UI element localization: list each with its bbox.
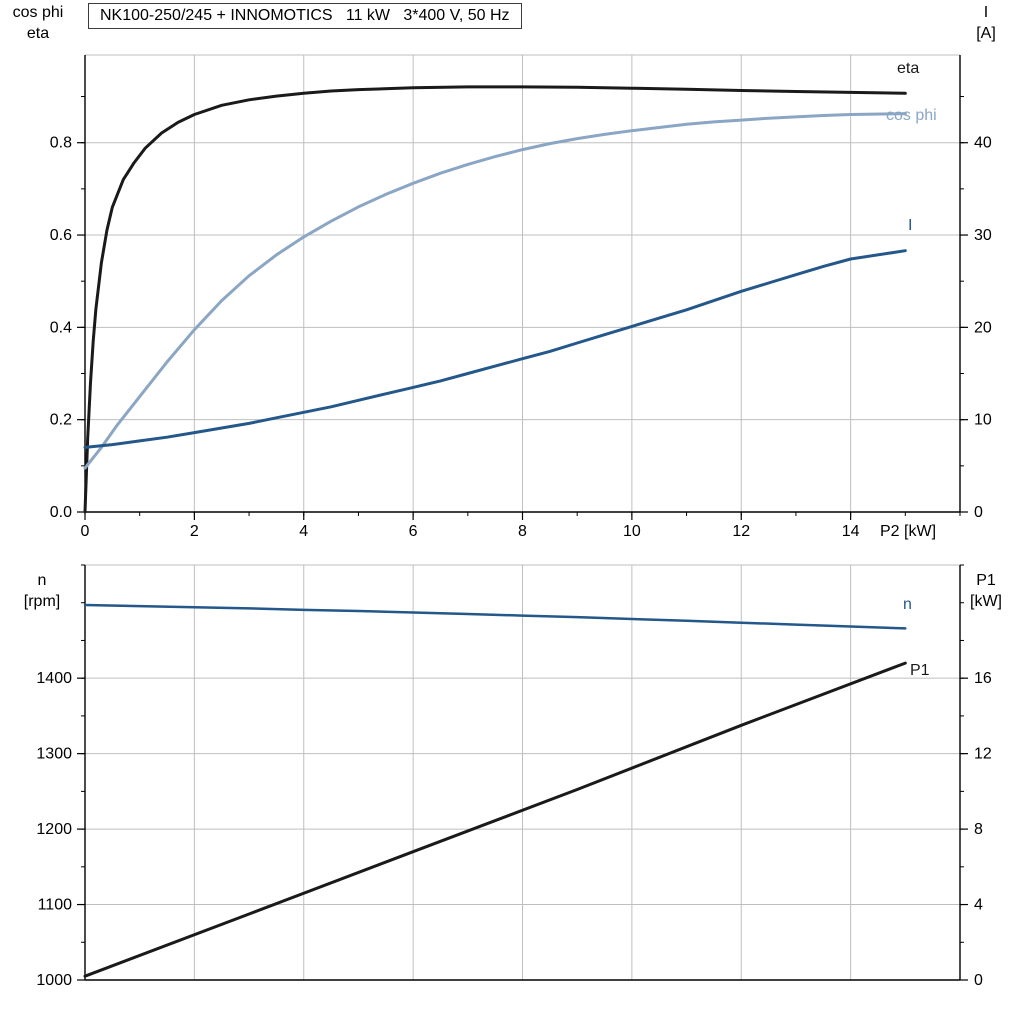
axis-title-cosphi: cos phi [12, 4, 64, 21]
y-left-tick-label: 0.2 [50, 412, 72, 429]
x-tick-label: 14 [842, 523, 860, 540]
curve-label-current: I [908, 217, 913, 234]
axis-title-eta: eta [26, 25, 50, 42]
y-right-tick-label: 40 [974, 135, 992, 152]
y-right-tick-label: 8 [974, 821, 983, 838]
x-tick-label: 4 [299, 523, 308, 540]
y-right-tick-label: 20 [974, 319, 992, 336]
axis-title-n: n [37, 572, 47, 589]
axis-title-input-power: P1 [kW] [952, 570, 1020, 612]
y-left-tick-label: 1200 [36, 821, 72, 838]
curve-label-eta: eta [897, 60, 920, 77]
chart-title: NK100-250/245 + INNOMOTICS 11 kW 3*400 V… [88, 3, 522, 29]
y-left-tick-label: 1100 [38, 897, 73, 914]
y-left-tick-label: 0.6 [50, 227, 72, 244]
x-tick-label: 0 [81, 523, 90, 540]
axis-title-P1: P1 [976, 572, 996, 589]
x-tick-label: 2 [190, 523, 199, 540]
curve-label-speed: n [903, 596, 912, 613]
curve-eta [83, 85, 907, 514]
curve-p1 [83, 661, 907, 978]
axis-title-cosphi-eta: cos phi eta [0, 2, 76, 44]
axis-title-speed: n [rpm] [4, 570, 80, 612]
x-axis-unit-label: P2 [kW] [880, 523, 936, 540]
y-right-tick-label: 30 [974, 227, 992, 244]
curve-label-p1: P1 [910, 662, 930, 679]
x-tick-label: 6 [409, 523, 418, 540]
curve-cos-phi [83, 112, 907, 470]
y-right-tick-label: 0 [974, 972, 983, 989]
y-right-tick-label: 4 [974, 897, 983, 914]
y-left-tick-label: 0.8 [50, 135, 72, 152]
y-left-tick-label: 0.0 [50, 504, 72, 521]
x-tick-label: 12 [732, 523, 750, 540]
y-left-tick-label: 1400 [36, 670, 72, 687]
curve-i [83, 249, 907, 449]
x-tick-label: 10 [623, 523, 641, 540]
axis-title-amps-unit: [A] [976, 25, 996, 42]
y-left-tick-label: 0.4 [50, 319, 72, 336]
y-right-tick-label: 10 [974, 412, 992, 429]
axis-title-rpm-unit: [rpm] [23, 593, 61, 610]
x-tick-label: 8 [518, 523, 527, 540]
y-right-tick-label: 16 [974, 670, 992, 687]
y-right-tick-label: 12 [974, 746, 992, 763]
axis-title-I: I [983, 4, 989, 21]
axis-title-current: I [A] [948, 2, 1024, 44]
y-left-tick-label: 1000 [36, 972, 72, 989]
curve-label-cos-phi: cos phi [886, 107, 937, 124]
y-right-tick-label: 0 [974, 504, 983, 521]
y-left-tick-label: 1300 [36, 746, 72, 763]
axis-title-kw-unit: [kW] [970, 593, 1002, 610]
curve-n [83, 603, 907, 630]
